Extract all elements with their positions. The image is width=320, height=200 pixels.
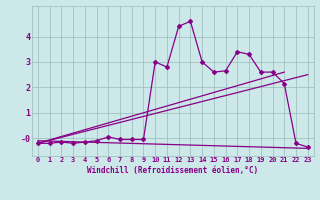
X-axis label: Windchill (Refroidissement éolien,°C): Windchill (Refroidissement éolien,°C) <box>87 166 258 175</box>
